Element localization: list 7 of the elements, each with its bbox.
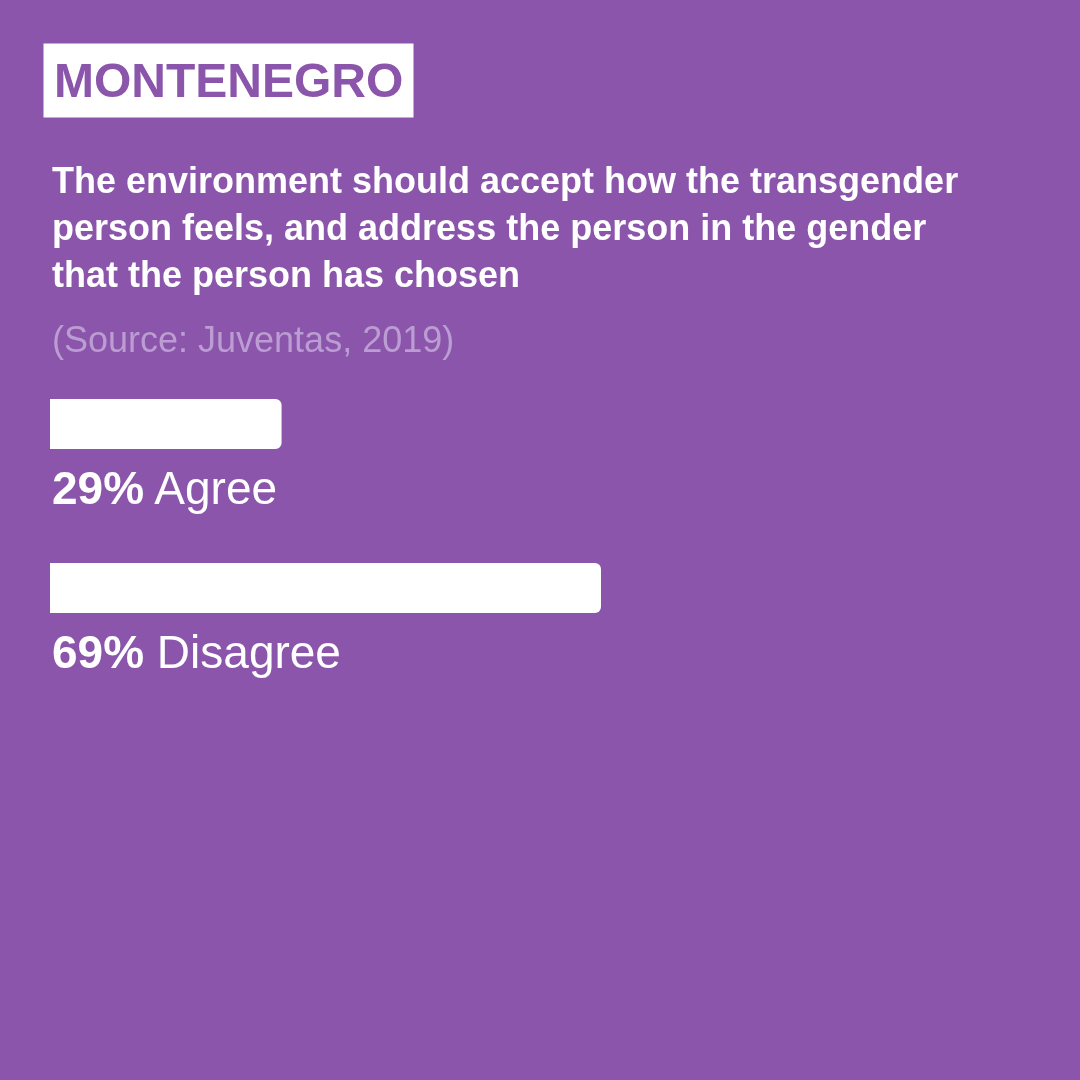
chart-title: MONTENEGRO <box>54 54 404 107</box>
y-tick-label: Agree <box>154 462 278 514</box>
data-label: 69% <box>52 626 145 678</box>
y-tick-label: Disagree <box>156 626 341 678</box>
chart-subtitle: The environment should accept how the transgender person feels, and address the person in the gender that the person has chosen <box>52 160 959 295</box>
data-label: 29% <box>52 462 145 514</box>
text: (Source: Juventas, 2019) <box>52 319 455 360</box>
